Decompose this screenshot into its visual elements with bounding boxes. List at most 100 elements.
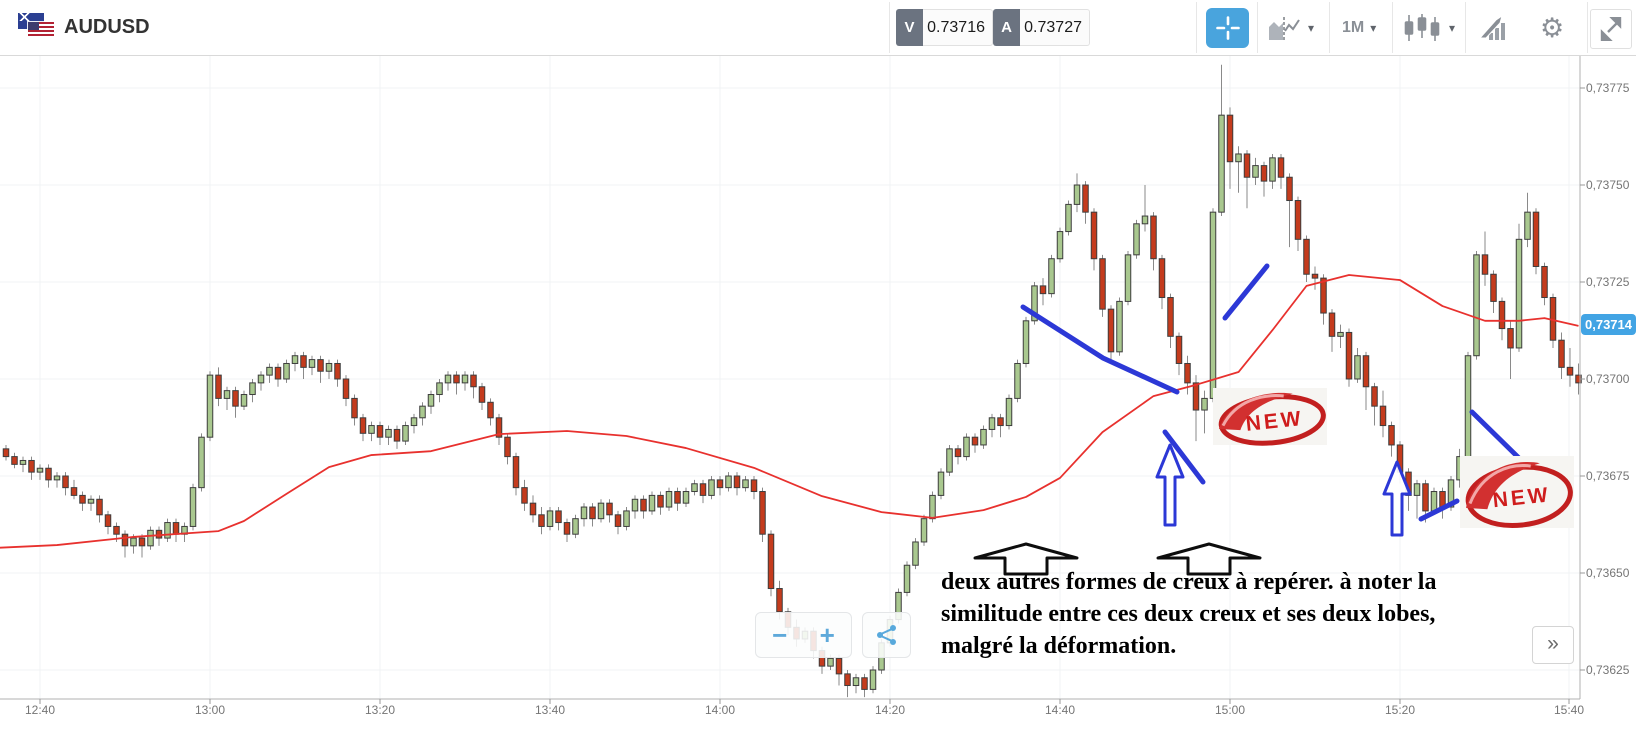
- candle-body: [929, 494, 936, 520]
- candle-body: [1048, 258, 1055, 295]
- time-axis-label: 13:40: [534, 703, 566, 717]
- candle-body: [1320, 277, 1327, 314]
- candle-body: [1422, 483, 1429, 512]
- candle-body: [852, 677, 860, 687]
- candle-body: [937, 471, 945, 496]
- gear-icon: ⚙: [1540, 12, 1565, 43]
- candle-body: [453, 374, 460, 384]
- candle-body: [1005, 397, 1013, 427]
- share-icon: [876, 625, 896, 645]
- zoom-out-button[interactable]: −: [772, 620, 788, 650]
- candle-body: [206, 374, 214, 438]
- crosshair-tool-button[interactable]: [1206, 8, 1249, 48]
- drawn-up-arrow[interactable]: [1382, 460, 1412, 537]
- symbol-title: AUDUSD: [64, 16, 150, 38]
- candle-body: [861, 677, 868, 690]
- candle-body: [393, 428, 401, 442]
- crosshair-icon: [1215, 16, 1240, 40]
- chart-header: AUDUSD V 0.73716 A 0.73727: [0, 0, 1636, 56]
- candle-body: [903, 564, 911, 593]
- candle-body: [725, 475, 732, 489]
- candle-body: [1124, 254, 1132, 302]
- candle-body: [1107, 308, 1115, 353]
- header-separator: [1196, 2, 1197, 53]
- interval-label: 1M: [1342, 19, 1365, 36]
- time-axis-label: 14:00: [704, 703, 736, 717]
- caption-line: malgré la déformation.: [941, 633, 1177, 659]
- candle-body: [1277, 157, 1285, 178]
- candle-body: [419, 405, 426, 419]
- drawn-trendline[interactable]: [1222, 263, 1270, 321]
- candle-body: [614, 514, 622, 527]
- expand-icon: [1600, 17, 1622, 41]
- candle-body: [470, 374, 477, 388]
- candle-body: [555, 510, 562, 524]
- candle-body: [1260, 165, 1268, 182]
- candle-body: [1337, 331, 1344, 337]
- marker-pen-icon: [1478, 14, 1505, 40]
- caption-up-arrow: [973, 542, 1079, 576]
- caption-up-arrow: [1156, 542, 1262, 576]
- candle-body: [657, 494, 664, 508]
- candle-body: [844, 673, 851, 687]
- header-separator: [1392, 2, 1393, 53]
- candle-body: [487, 401, 494, 419]
- more-panels-button[interactable]: »: [1532, 626, 1574, 664]
- candle-body: [249, 382, 256, 396]
- candle-body: [410, 417, 418, 427]
- sell-quote-button[interactable]: V 0.73716: [896, 9, 993, 46]
- caption-line: similitude entre ces deux creux et ses d…: [941, 601, 1436, 627]
- candle-body: [1447, 479, 1455, 508]
- candle-body: [130, 537, 137, 547]
- candle-body: [1150, 215, 1157, 260]
- candle-body: [835, 657, 843, 675]
- candle-body: [1371, 386, 1378, 407]
- drawn-trendline[interactable]: [1418, 498, 1460, 522]
- sell-label: V: [896, 9, 923, 46]
- fullscreen-button[interactable]: [1590, 9, 1632, 49]
- drawn-trendline[interactable]: [1020, 304, 1180, 395]
- settings-button[interactable]: ⚙: [1540, 8, 1564, 48]
- candle-body: [1056, 231, 1064, 260]
- candle-body: [538, 514, 545, 527]
- time-axis-label: 12:40: [24, 703, 56, 717]
- candle-body: [291, 355, 299, 364]
- buy-quote-button[interactable]: A 0.73727: [993, 9, 1090, 46]
- candle-body: [504, 436, 511, 458]
- candle-body: [1566, 366, 1574, 376]
- usa-flag-icon: [28, 22, 54, 38]
- candle-body: [1226, 114, 1234, 163]
- candle-body: [1073, 184, 1081, 205]
- drawn-trendline[interactable]: [1162, 429, 1206, 485]
- candle-body: [36, 467, 44, 473]
- drawn-trendline[interactable]: [1469, 409, 1526, 465]
- chart-type-dropdown[interactable]: ▾: [1268, 8, 1314, 48]
- zoom-in-button[interactable]: +: [819, 620, 835, 650]
- header-separator: [1257, 2, 1258, 53]
- candle-body: [716, 479, 724, 489]
- drawn-up-arrow[interactable]: [1155, 443, 1185, 527]
- candle-style-dropdown[interactable]: ▾: [1403, 8, 1455, 48]
- candle-body: [1515, 238, 1523, 349]
- candle-body: [606, 502, 613, 516]
- candle-body: [546, 510, 554, 527]
- chevron-down-icon: ▾: [1370, 21, 1377, 35]
- time-axis-label: 15:40: [1553, 703, 1585, 717]
- candle-body: [172, 522, 180, 535]
- candle-body: [1303, 238, 1310, 275]
- candle-body: [104, 514, 112, 527]
- time-axis-label: 14:40: [1044, 703, 1076, 717]
- interval-dropdown[interactable]: 1M ▾: [1342, 8, 1376, 48]
- candle-body: [334, 362, 341, 380]
- candle-body: [45, 467, 52, 481]
- candle-body: [869, 669, 877, 690]
- draw-indicator-button[interactable]: [1478, 8, 1510, 48]
- candle-body: [691, 483, 698, 493]
- candle-body: [70, 487, 78, 496]
- candle-body: [274, 366, 282, 380]
- share-button[interactable]: [862, 612, 911, 658]
- candle-body: [776, 588, 783, 613]
- candle-body: [1031, 285, 1038, 322]
- current-price-tag: 0,73714: [1581, 314, 1636, 336]
